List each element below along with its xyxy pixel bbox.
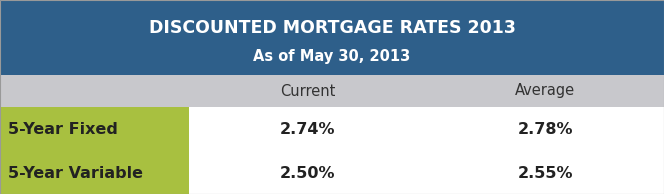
Text: 2.55%: 2.55% [517, 165, 573, 180]
Bar [189, 107, 664, 151]
Text: 2.74%: 2.74% [280, 121, 335, 137]
Text: 5-Year Fixed: 5-Year Fixed [8, 121, 118, 137]
Text: 5-Year Variable: 5-Year Variable [8, 165, 143, 180]
Bar [0, 151, 189, 194]
Text: Average: Average [515, 83, 575, 99]
Bar [0, 75, 664, 107]
Text: Current: Current [280, 83, 335, 99]
Text: As of May 30, 2013: As of May 30, 2013 [254, 49, 410, 64]
Text: DISCOUNTED MORTGAGE RATES 2013: DISCOUNTED MORTGAGE RATES 2013 [149, 19, 515, 37]
Text: 2.78%: 2.78% [517, 121, 573, 137]
Bar [0, 107, 189, 151]
Text: 2.50%: 2.50% [280, 165, 335, 180]
Bar [0, 0, 664, 75]
Bar [189, 151, 664, 194]
